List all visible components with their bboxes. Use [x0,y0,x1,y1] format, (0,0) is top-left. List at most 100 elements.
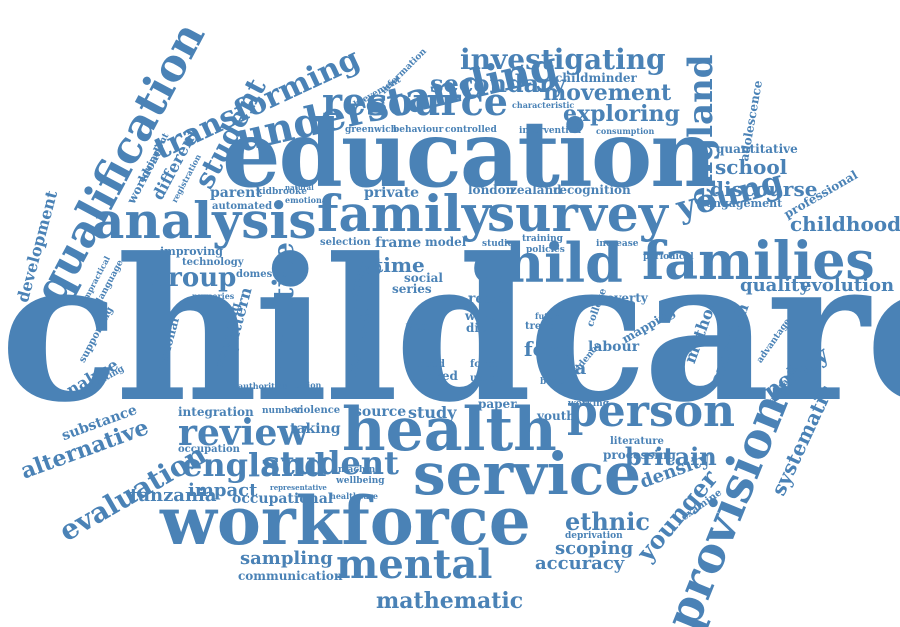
word-taking: taking [290,421,341,437]
word-processing: processing [603,448,676,462]
word-child: child [472,231,623,295]
word-representative: representative [270,483,327,492]
word-private: private [364,185,420,201]
word-healthcare: healthcare [330,491,378,501]
word-domestic: domestic [236,269,287,280]
word-family: family [317,184,491,243]
word-analysis: analysis [92,191,317,250]
word-trend: trend [525,321,556,332]
word-quantitative: quantitative [716,142,798,156]
word-mathematic: mathematic [376,588,524,614]
word-paper: paper [478,397,517,411]
word-practice: practice [267,242,300,370]
word-communication: communication [238,569,343,583]
word-person: person [567,386,736,437]
word-violence: violence [294,405,341,416]
word-need: need [418,359,445,370]
word-quality: quality [740,275,810,296]
word-scoping: scoping [555,538,634,559]
word-exploring: exploring [563,101,680,127]
word-emotional: natural [285,183,314,192]
word-survey: survey [487,184,668,243]
word-integration: integration [178,405,254,419]
word-ward: ward [465,309,498,323]
word-sampling: sampling [240,548,333,569]
word-engagement: engagement [706,197,783,210]
word-ethnic: ethnic [565,507,650,536]
word-benefit: benefit [540,377,575,387]
word-literature: literature [610,436,664,447]
word-young: student [262,444,399,482]
word-limitation: limitation [277,380,322,390]
word-machine: machine [338,465,382,475]
word-automated: automated [212,201,273,212]
word-working: working [568,399,609,409]
word-kidbrooke: kidbrooke [256,187,307,197]
word-childhood: mental [336,541,493,588]
word-study: study [408,403,457,422]
word-form: form [470,359,497,370]
word-health: health [342,395,557,465]
word-group: group [150,263,237,293]
word-technology: technology [182,257,244,268]
word-education: education [222,100,717,208]
word-london: london [468,183,515,197]
word-occupation: occupation [178,444,240,455]
word-diet: diet [466,321,493,335]
word-poverty: poverty [598,291,648,305]
word-employed: school [715,155,788,179]
word-improving: improving [160,245,223,258]
word-source: source [354,404,407,420]
word-recognition: recognition [553,183,631,197]
word-zealand: zealand [510,183,562,197]
word-frame: frame [375,235,422,251]
word-number: number [262,406,302,416]
word-authorities: authorities [238,381,288,391]
word-nurseries: nurseries [192,291,235,301]
word-movement: movement [543,80,672,106]
word-periodical: periodical [643,252,694,262]
word-intervention: intervention [519,126,582,136]
word-britain: britain [625,442,717,471]
word-childminder: childminder [555,71,637,85]
word-usage: usage [470,373,503,384]
word-families: families [642,231,875,292]
word-improve: discourse [710,177,818,201]
word-accuracy: accuracy [535,553,625,574]
word-model: model [425,235,467,249]
word-example: emotional [285,195,330,205]
word-year: year [406,319,435,333]
word-labour: labour [588,339,640,355]
word-increase: increase [596,239,639,249]
word-service: service [413,440,642,508]
word-mental: england [182,446,327,484]
word-deprivation: deprivation [565,531,623,541]
word-review: review [178,412,309,454]
word-social: social [404,271,443,285]
word-secondary: secondary [430,69,566,98]
word-discourse: childhood [790,212,900,236]
word-time: time [374,253,425,277]
word-policies: policies [526,245,565,255]
word-series: series [392,282,432,296]
word-youth: youth [537,409,575,423]
word-looked: looked [413,369,458,383]
word-occupational: occupational [232,491,334,507]
word-greenwich: greenwich [345,125,398,135]
word-selection: selection [320,237,371,248]
word-reach: reach [468,291,513,307]
word-consumption: consumption [596,126,655,136]
word-tanzania: tanzania [130,485,217,506]
word-behaviour: behaviour [393,125,444,135]
word-data: data [542,358,587,379]
word-studies: studies [482,239,519,249]
word-childcare: childcare [0,216,900,446]
word-parent: parent [210,185,262,201]
word-impact: impact [188,480,258,501]
word-food: food [524,337,574,361]
word-characteristic: characteristic [512,100,575,110]
word-resource: resource [322,79,508,124]
word-controlled: controlled [445,125,497,135]
word-evolution: evolution [800,275,895,296]
